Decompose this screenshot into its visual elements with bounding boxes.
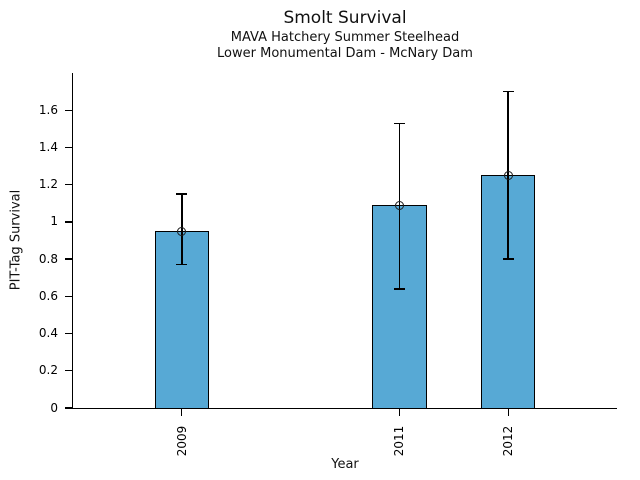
- y-tick: [65, 146, 72, 149]
- chart-subtitle-line1: MAVA Hatchery Summer Steelhead: [230, 30, 460, 45]
- error-bar-cap-bottom: [502, 258, 514, 260]
- y-tick-label: 1.2: [38, 177, 58, 192]
- error-bar-cap-top: [502, 90, 514, 93]
- y-tick: [65, 221, 72, 223]
- x-tick-label: 2009: [174, 425, 189, 457]
- x-tick: [507, 408, 509, 416]
- error-bar-cap-top: [393, 122, 405, 124]
- x-axis-label: Year: [331, 457, 359, 472]
- y-tick: [65, 295, 72, 297]
- data-point-marker: [503, 170, 513, 180]
- y-tick-label: 1.6: [38, 102, 58, 117]
- y-tick-label: 0: [50, 400, 58, 415]
- y-tick: [65, 109, 72, 111]
- x-tick: [398, 408, 401, 416]
- y-tick-label: 0.6: [38, 288, 58, 303]
- y-tick-label: 0.4: [38, 326, 58, 341]
- x-tick: [181, 408, 183, 416]
- y-tick-label: 0.2: [38, 363, 58, 378]
- data-point-marker: [394, 200, 404, 210]
- y-tick: [65, 370, 72, 372]
- x-tick-label: 2011: [392, 425, 407, 457]
- y-axis-spine: [71, 73, 74, 409]
- error-bar-cap-bottom: [176, 263, 188, 266]
- x-tick-label: 2012: [501, 425, 516, 457]
- y-tick-label: 1.4: [38, 139, 58, 154]
- y-tick: [65, 258, 72, 260]
- y-tick-label: 0.8: [38, 251, 58, 266]
- x-axis-spine: [71, 407, 617, 409]
- y-tick: [65, 332, 72, 335]
- y-tick-label: 1: [50, 214, 58, 229]
- error-bar-cap-top: [176, 193, 188, 195]
- chart-subtitle-line2: Lower Monumental Dam - McNary Dam: [217, 46, 473, 61]
- data-point-marker: [177, 226, 187, 236]
- y-tick: [65, 407, 72, 409]
- error-bar-cap-bottom: [393, 288, 405, 290]
- y-tick: [65, 184, 72, 186]
- chart-title: Smolt Survival: [283, 8, 407, 28]
